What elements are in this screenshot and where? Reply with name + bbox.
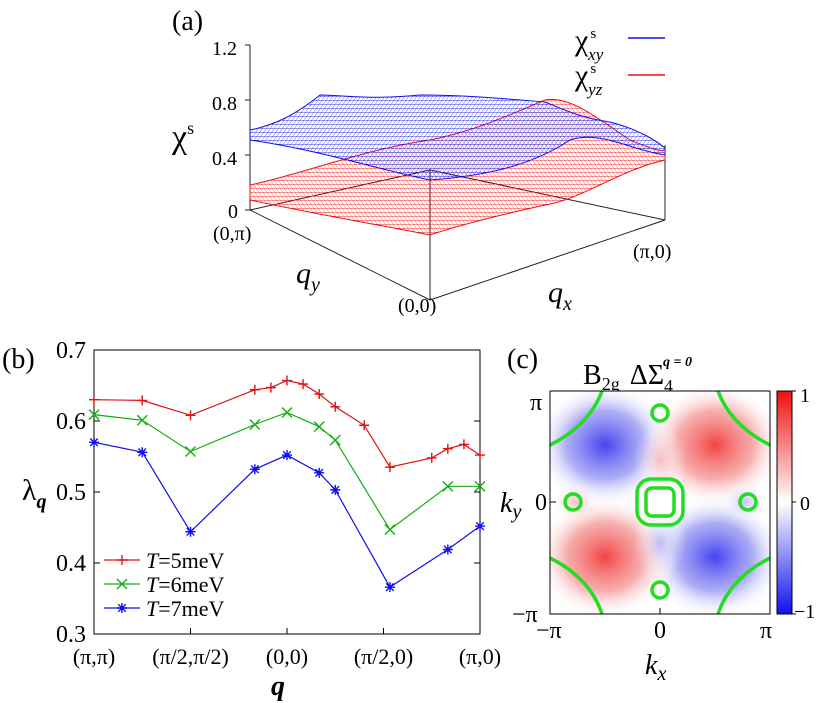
data-point	[89, 437, 99, 448]
panel-a-legend: χ s xy χ s yz	[574, 24, 665, 99]
data-point	[282, 375, 292, 386]
y-tick-label: 0.5	[56, 480, 86, 506]
panel-a: (a) 1.2 0.8 0.4 0 χs χ s xy χ s yz	[171, 6, 671, 317]
data-point	[475, 450, 485, 461]
data-point	[281, 406, 293, 418]
y-axis-label: λq	[22, 474, 47, 513]
colorbar-tick: 0	[800, 493, 810, 515]
legend-label: T=6meV	[146, 572, 225, 597]
x-tick-label: (π,π)	[73, 644, 115, 669]
ky-tick: 0	[535, 490, 547, 516]
series-1	[89, 375, 485, 473]
series-2	[88, 406, 486, 536]
colorbar	[776, 390, 793, 615]
y-tick-label: 0.6	[56, 409, 86, 435]
legend-label: T=7meV	[146, 596, 225, 621]
data-point	[185, 410, 196, 421]
corner-0-0: (0,0)	[398, 295, 436, 317]
kx-tick: −π	[536, 618, 562, 644]
data-point	[314, 467, 325, 478]
data-point	[249, 384, 260, 395]
data-point	[426, 452, 437, 463]
x-axis: (π,π) (π/2,π/2) (0,0) (π/2,0) (π,0)	[73, 628, 501, 669]
colorbar-tick: 1	[800, 385, 810, 407]
data-point	[475, 521, 485, 532]
data-point	[116, 578, 128, 590]
legend-chi-xy-label: χ s xy	[574, 24, 604, 64]
data-point	[458, 439, 469, 450]
qy-axis-label: qy	[296, 257, 320, 296]
z-axis-label: χs	[171, 118, 194, 156]
series-group	[88, 375, 486, 593]
data-point	[384, 582, 395, 593]
data-point	[117, 555, 127, 565]
y-tick-label: 0.4	[56, 551, 86, 577]
panel-c-label: (c)	[507, 344, 538, 375]
ky-tick: −π	[512, 602, 538, 628]
data-point	[384, 462, 395, 473]
data-point	[442, 480, 454, 492]
kx-tick: 0	[654, 618, 666, 644]
kx-axis-label: kx	[645, 650, 666, 685]
colorbar-tick: −1	[794, 601, 815, 623]
panel-c: (c) B2g ΔΣ4q = 0	[500, 344, 815, 685]
data-point	[384, 524, 396, 536]
z-tick: 0	[228, 201, 238, 223]
qx-axis-label: qx	[548, 276, 572, 315]
panel-c-title: B2g ΔΣ4q = 0	[583, 355, 692, 396]
series-line	[93, 441, 481, 588]
data-point	[249, 464, 260, 475]
z-tick: 1.2	[212, 38, 237, 60]
kx-tick: π	[760, 618, 772, 644]
z-tick: 0.4	[212, 148, 237, 170]
y-tick-label: 0.3	[56, 622, 86, 648]
data-point	[185, 446, 196, 458]
x-tick-label: (π/2,π/2)	[152, 644, 229, 669]
data-point	[442, 544, 453, 555]
panel-a-label: (a)	[172, 6, 203, 37]
ky-tick: π	[530, 390, 542, 416]
corner-pi-0: (π,0)	[633, 241, 671, 263]
data-point	[89, 394, 99, 405]
chi-xy-surface	[249, 94, 666, 181]
y-tick-label: 0.7	[56, 338, 86, 364]
fermi-surface	[550, 391, 770, 614]
data-point	[298, 379, 309, 390]
series-3	[89, 437, 485, 593]
data-point	[88, 409, 100, 421]
data-point	[249, 419, 261, 431]
data-point	[282, 450, 292, 461]
data-point	[314, 389, 325, 400]
panel-b: (b) 0.70.60.50.40.3 (π,π) (π/2,π/2) (0,0)(…	[2, 338, 501, 702]
data-point	[117, 603, 127, 613]
data-point	[442, 443, 453, 454]
y-axis: 0.7 0.6 0.5 0.4 0.3	[56, 338, 480, 648]
heatmap	[550, 391, 770, 614]
data-point	[137, 395, 148, 406]
data-point	[136, 414, 148, 426]
data-point	[265, 382, 276, 393]
x-tick-label: (0,0)	[266, 644, 308, 669]
data-point	[330, 401, 341, 412]
x-tick-label: (π/2,0)	[354, 644, 413, 669]
x-tick-label: (π,0)	[459, 644, 501, 669]
data-point	[474, 480, 486, 492]
data-point	[329, 434, 341, 446]
data-point	[137, 447, 148, 458]
ky-axis-label: ky	[500, 488, 521, 523]
data-point	[185, 526, 196, 537]
z-tick: 0.8	[212, 93, 237, 115]
x-axis-label: q	[271, 671, 285, 702]
corner-0-pi: (0,π)	[213, 223, 251, 245]
heatmap-ticks	[550, 501, 661, 614]
data-point	[330, 484, 341, 495]
data-point	[313, 421, 325, 433]
series-line	[93, 411, 480, 531]
panel-b-label: (b)	[2, 344, 35, 375]
legend-chi-yz-label: χ s yz	[574, 59, 603, 99]
legend-label: T=5meV	[146, 548, 225, 573]
data-point	[359, 420, 370, 431]
